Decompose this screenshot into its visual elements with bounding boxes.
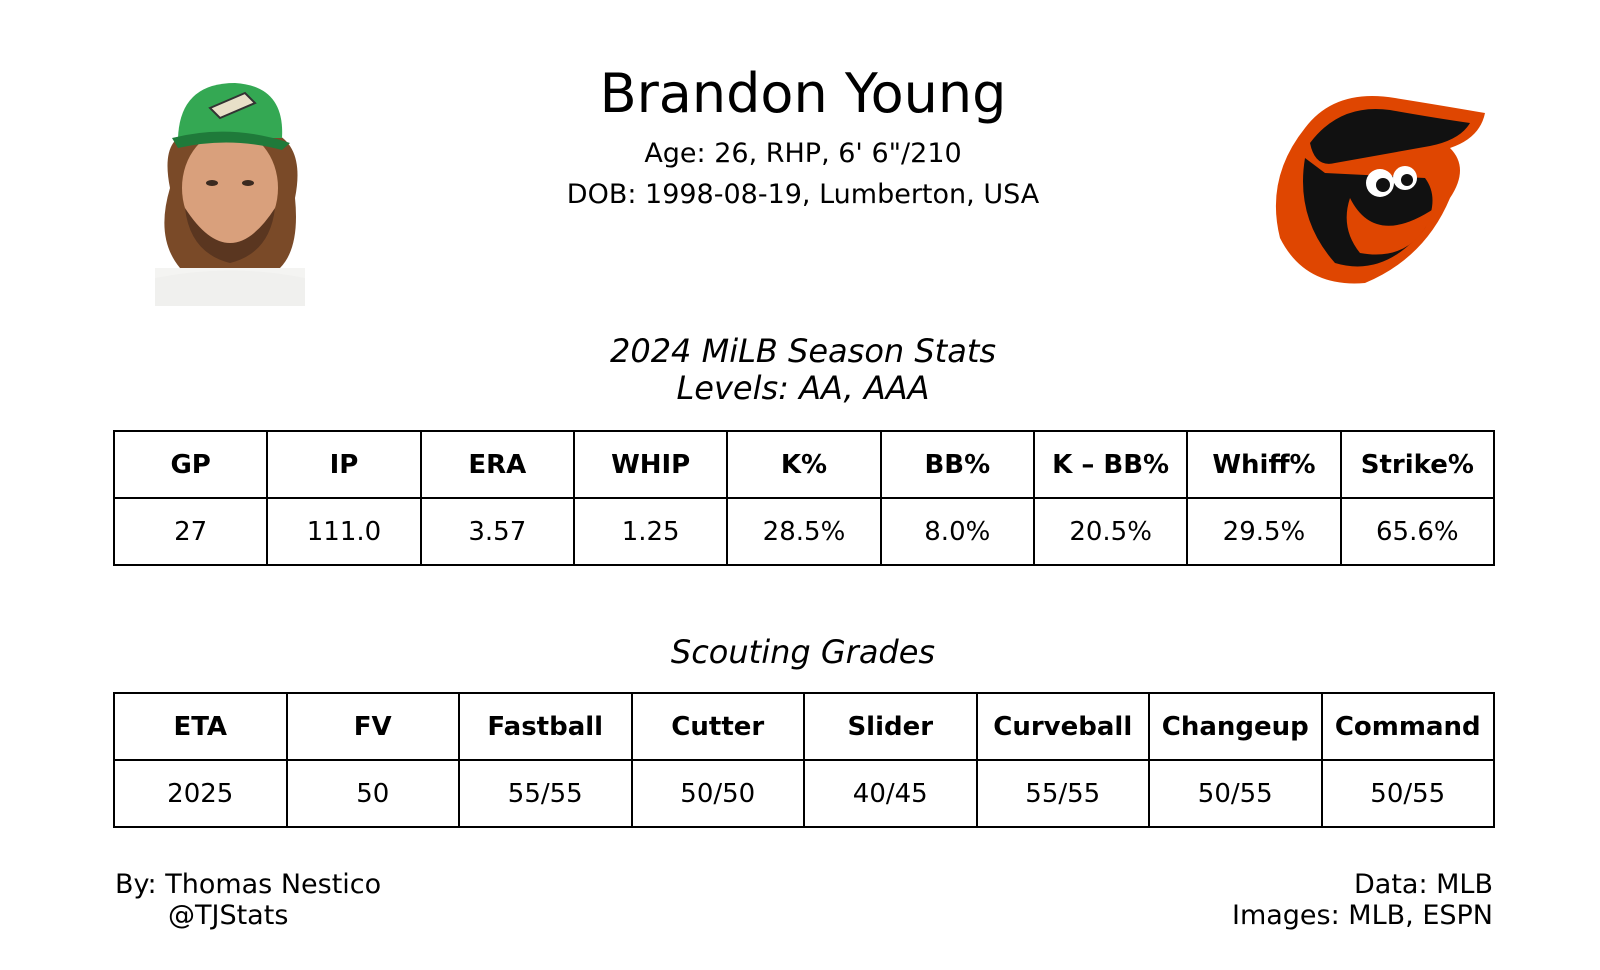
grades-table: ETA FV Fastball Cutter Slider Curveball Change… xyxy=(113,692,1495,828)
cell: 27 xyxy=(112,497,269,566)
column-header: FV xyxy=(285,692,460,761)
credit-line: By: Thomas Nestico xyxy=(115,869,382,900)
player-name: Brandon Young xyxy=(599,62,1007,125)
cell: 50/55 xyxy=(1320,759,1495,828)
column-header: K – BB% xyxy=(1032,430,1189,499)
cell: 40/45 xyxy=(803,759,978,828)
cell: 55/55 xyxy=(975,759,1150,828)
column-header: BB% xyxy=(879,430,1035,499)
sources: Data: MLB Images: MLB, ESPN xyxy=(1232,869,1493,931)
cell: 3.57 xyxy=(419,497,575,566)
cell: 1.25 xyxy=(572,497,729,566)
cell: 50 xyxy=(285,759,460,828)
section-title: Scouting Grades xyxy=(670,633,936,671)
cell: 2025 xyxy=(113,759,288,828)
column-header: K% xyxy=(726,430,882,499)
cell: 111.0 xyxy=(266,497,422,566)
column-header: Cutter xyxy=(630,692,805,761)
column-header: Command xyxy=(1320,692,1495,761)
cell: 8.0% xyxy=(879,497,1035,566)
cell: 50/50 xyxy=(630,759,805,828)
header-row: ETA FV Fastball Cutter Slider Curveball Change… xyxy=(113,692,1495,761)
column-header: Curveball xyxy=(975,692,1150,761)
team-logo xyxy=(1275,96,1485,284)
cell: 55/55 xyxy=(458,759,633,828)
header-row: GP IP ERA WHIP K% BB% K – BB% Whiff% Strike% xyxy=(112,430,1496,499)
cell: 50/55 xyxy=(1148,759,1323,828)
cell: 20.5% xyxy=(1032,497,1189,566)
credit-line: @TJStats xyxy=(168,900,289,931)
column-header: ETA xyxy=(113,692,288,761)
column-header: WHIP xyxy=(572,430,729,499)
player-photo xyxy=(155,83,305,306)
cell: 28.5% xyxy=(726,497,882,566)
source-line: Data: MLB xyxy=(1353,869,1493,900)
section-subtitle: Levels: AA, AAA xyxy=(676,369,930,407)
column-header: Strike% xyxy=(1339,430,1496,499)
data-row: 27 111.0 3.57 1.25 28.5% 8.0% 20.5% 29.5% 65.6% xyxy=(112,497,1496,566)
cell: 65.6% xyxy=(1339,497,1496,566)
source-line: Images: MLB, ESPN xyxy=(1231,900,1493,931)
cell: 29.5% xyxy=(1186,497,1342,566)
section-title: 2024 MiLB Season Stats xyxy=(609,332,997,370)
column-header: Whiff% xyxy=(1186,430,1342,499)
stats-table: GP IP ERA WHIP K% BB% K – BB% Whiff% Strike% 27 11… xyxy=(112,430,1496,566)
column-header: ERA xyxy=(419,430,575,499)
credits: By: Thomas Nestico @TJStats xyxy=(115,869,381,931)
column-header: Changeup xyxy=(1148,692,1323,761)
bio-line: Age: 26, RHP, 6' 6"/210 xyxy=(644,138,962,169)
column-header: Fastball xyxy=(458,692,633,761)
bio-line: DOB: 1998-08-19, Lumberton, USA xyxy=(566,179,1040,210)
column-header: Slider xyxy=(803,692,978,761)
data-row: 2025 50 55/55 50/50 40/45 55/55 50/55 50/55 xyxy=(113,759,1495,828)
column-header: GP xyxy=(112,430,269,499)
column-header: IP xyxy=(266,430,422,499)
